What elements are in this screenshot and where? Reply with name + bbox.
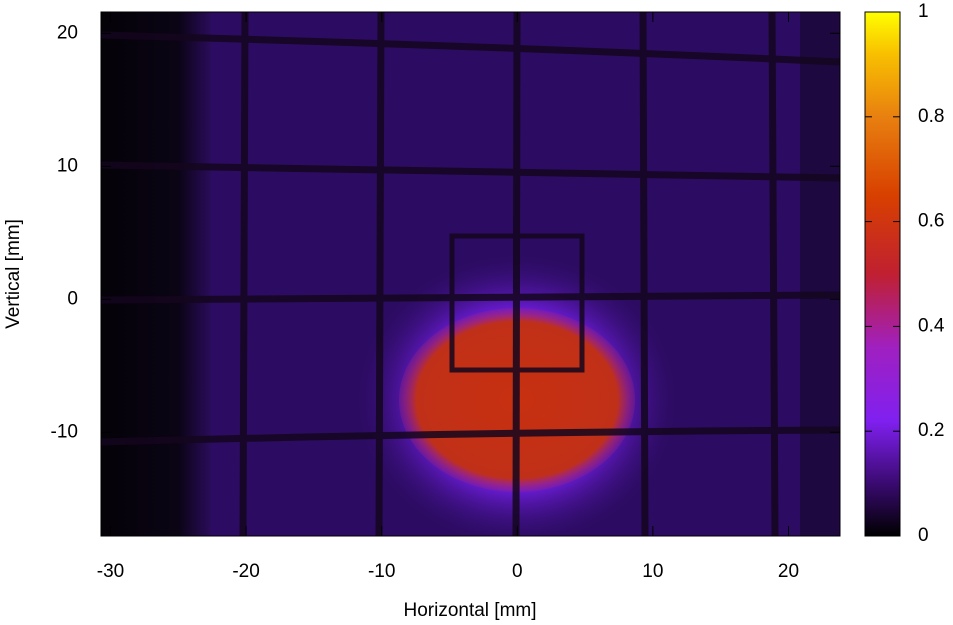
plot-frame [100,11,841,537]
x-tick-label: 0 [512,561,523,582]
colorbar-tick-label: 0.6 [918,211,944,232]
x-tick-label: 20 [778,561,799,582]
y-tick-label: 0 [67,288,78,309]
y-tick-label: 10 [57,155,78,176]
y-tick-label: -10 [51,421,78,442]
x-axis-label: Horizontal [mm] [403,600,536,621]
colorbar-tick-label: 0.2 [918,420,944,441]
x-tick-label: -10 [368,561,395,582]
colorbar-tick-label: 0.4 [918,315,945,336]
colorbar [864,11,901,537]
colorbar-tick-label: 0.8 [918,106,944,127]
heatmap-image [101,12,840,536]
x-tick-label: 10 [642,561,663,582]
x-tick-label: -20 [232,561,259,582]
y-tick-label: 20 [57,22,78,43]
x-tick-label: -30 [97,561,124,582]
colorbar-tick-label: 1 [918,1,929,22]
colorbar-tick-label: 0 [918,525,929,546]
y-axis-label: Vertical [mm] [3,219,24,329]
